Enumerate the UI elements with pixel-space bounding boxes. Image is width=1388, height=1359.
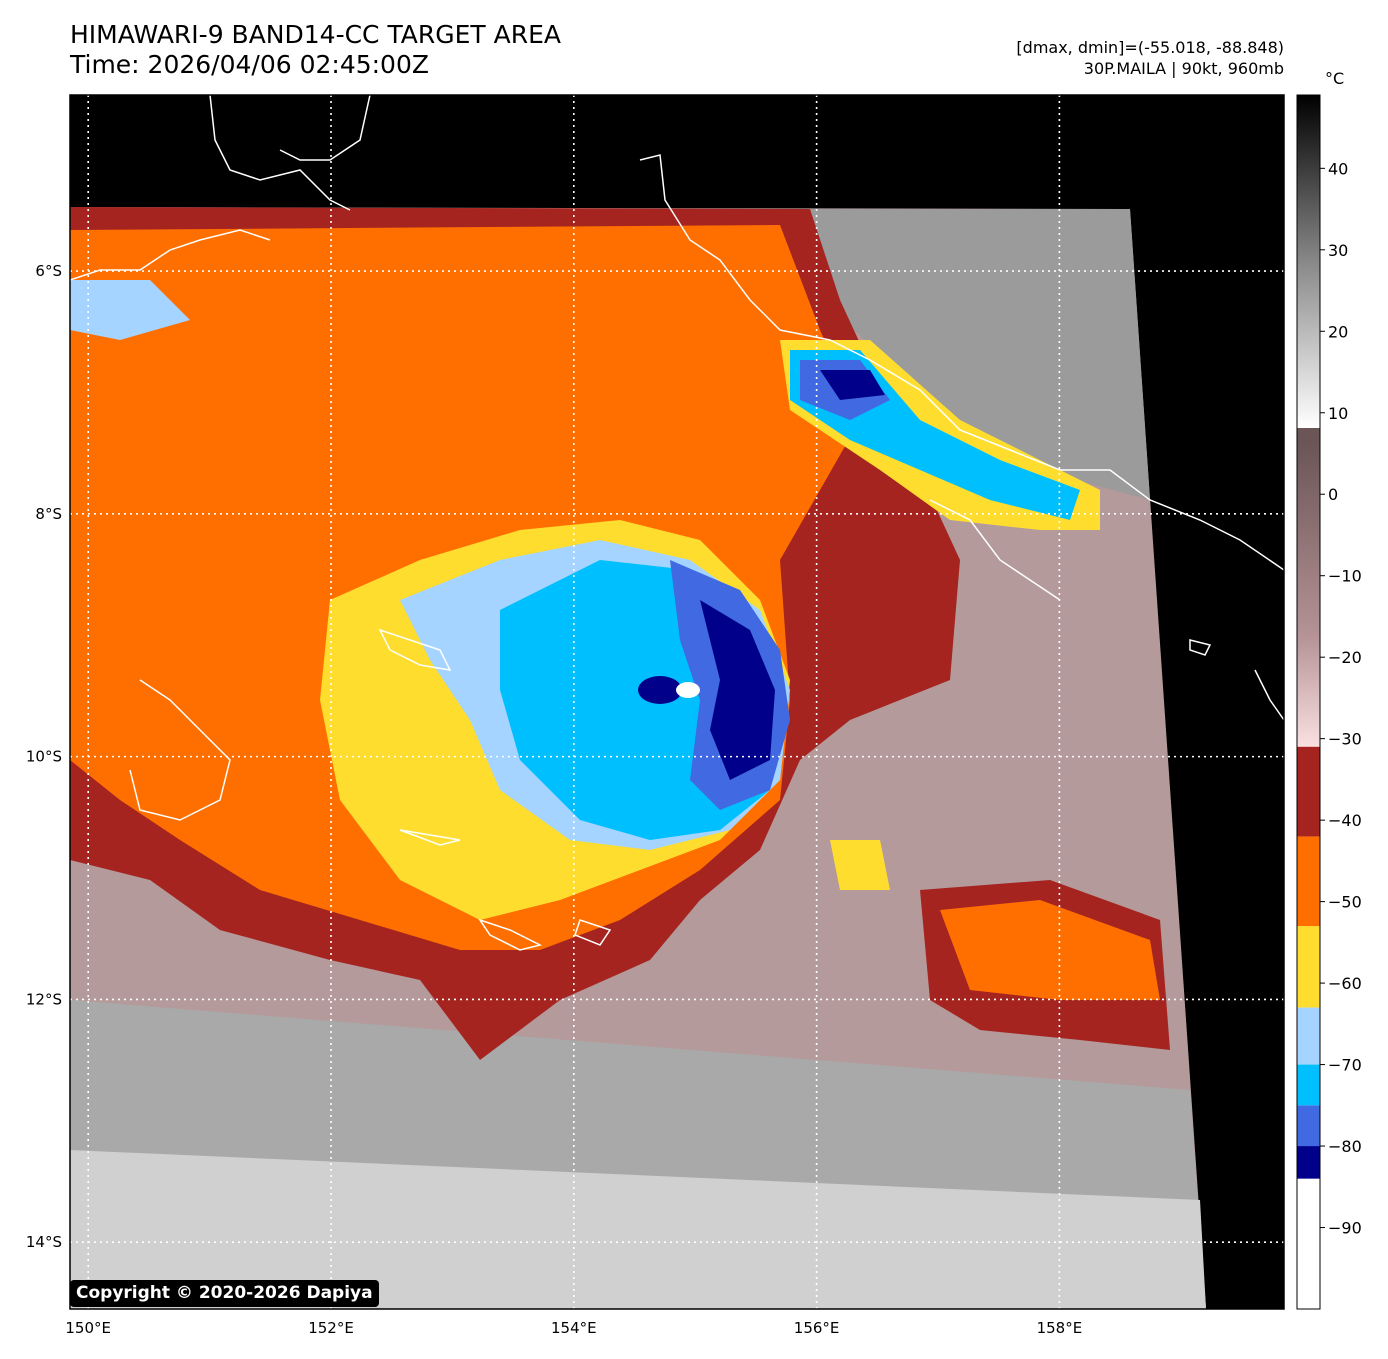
coastline-island-4 [574,919,612,946]
colorbar-grey-section [1297,95,1320,428]
colorbar-tick-label: −50 [1328,893,1362,912]
coastline-solomon-2 [1189,639,1212,656]
coastline-solomon-1 [929,499,1061,601]
title-line-2: Time: 2026/04/06 02:45:00Z [70,50,429,79]
colorbar-segment [1297,926,1320,1008]
map-frame [69,94,1285,1310]
lon-tick-label: 150°E [65,1319,111,1337]
lon-tick-label: 158°E [1037,1319,1083,1337]
lat-tick-label: 14°S [26,1233,62,1251]
gridlines [70,95,1284,1309]
coastlines [70,95,1284,951]
colorbar-tick-label: 0 [1328,485,1338,504]
latitude-axis: 6°S 8°S 10°S 12°S 14°S [26,262,62,1251]
coastline-north-1 [209,95,351,211]
temperature-range-text: [dmax, dmin]=(-55.018, -88.848) [1016,38,1284,57]
lat-tick-label: 6°S [35,262,62,280]
colorbar-tick-label: −60 [1328,974,1362,993]
coastline-east [1254,669,1284,721]
coastline-island-1 [378,628,452,671]
map-area [70,95,1284,1309]
eye-region [638,676,682,704]
longitude-axis: 150°E 152°E 154°E 156°E 158°E [65,1319,1082,1337]
coastline-north-2 [279,95,371,161]
colorbar-tick-label: −40 [1328,811,1362,830]
coastline-northeast [639,154,1284,571]
eyewall-coldest [700,600,775,780]
coastline-west-islands [129,679,231,821]
lon-tick-label: 156°E [794,1319,840,1337]
colorbar-segment [1297,1105,1320,1147]
colorbar-tick-label: −90 [1328,1219,1362,1238]
colorbar-segment [1297,836,1320,927]
northeast-clear-region [810,209,1150,500]
colorbar-tick-label: −30 [1328,730,1362,749]
storm-info: [dmax, dmin]=(-55.018, -88.848) 30P.MAIL… [1016,37,1284,79]
lat-tick-label: 12°S [26,990,62,1008]
coastline-northwest [70,229,271,281]
northeast-coldest-core [820,370,885,400]
colorbar-segment [1297,1178,1320,1309]
colorbar-tick-label: 10 [1328,404,1348,423]
lon-tick-label: 154°E [551,1319,597,1337]
northwest-cold-patch [70,280,190,340]
coastline-island-3 [478,918,543,951]
colorbar [1297,95,1320,1309]
colorbar-warm-section [1297,428,1320,749]
colorbar-unit: °C [1325,69,1344,88]
eye-coldest-spot [676,682,700,698]
warm-band [70,1150,1206,1309]
colorbar-tick-label: 20 [1328,322,1348,341]
title-line-1: HIMAWARI-9 BAND14-CC TARGET AREA [70,20,562,49]
southeast-convection-core [940,900,1160,1000]
lat-tick-label: 8°S [35,505,62,523]
colorbar-tick-label: −70 [1328,1056,1362,1075]
lat-tick-label: 10°S [26,748,62,766]
isolated-cell [830,840,890,890]
colorbar-ticks: 40 30 20 10 0 −10 −20 −30 −40 −50 −60 −70 −80 −90 [1320,159,1362,1238]
copyright-badge: Copyright © 2020-2026 Dapiya [70,1280,379,1307]
colorbar-tick-label: 40 [1328,159,1348,178]
storm-summary-text: 30P.MAILA | 90kt, 960mb [1083,59,1284,78]
colorbar-segment [1297,1064,1320,1106]
colorbar-tick-label: −80 [1328,1137,1362,1156]
lon-tick-label: 152°E [308,1319,354,1337]
colorbar-tick-label: −20 [1328,648,1362,667]
coastline-island-2 [399,829,461,846]
colorbar-tick-label: 30 [1328,241,1348,260]
chart-title: HIMAWARI-9 BAND14-CC TARGET AREA Time: 2… [70,20,561,80]
colorbar-frame [1296,94,1321,1310]
colorbar-segment [1297,1146,1320,1179]
colorbar-segment [1297,746,1320,837]
colorbar-segment [1297,1007,1320,1065]
colorbar-tick-label: −10 [1328,567,1362,586]
